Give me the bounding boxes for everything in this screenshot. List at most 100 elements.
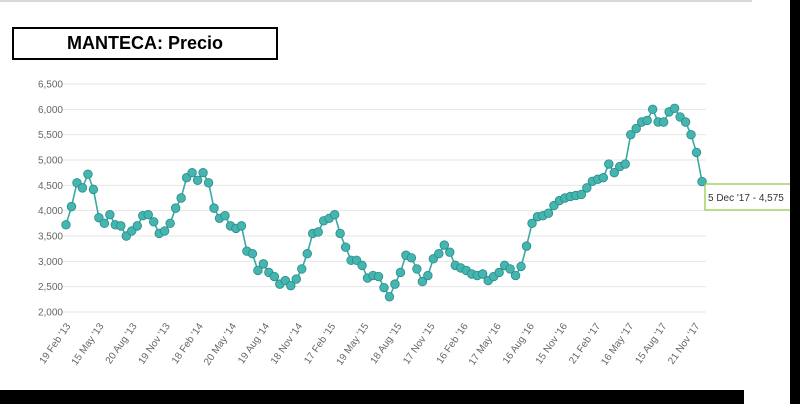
data-point[interactable] <box>576 189 587 200</box>
top-divider <box>0 0 752 2</box>
data-point[interactable] <box>620 159 630 169</box>
data-point[interactable] <box>258 259 269 269</box>
data-point[interactable] <box>340 242 351 252</box>
data-point[interactable] <box>170 203 181 213</box>
data-point[interactable] <box>335 228 345 239</box>
data-point[interactable] <box>329 210 340 220</box>
y-tick-label: 4,500 <box>38 181 63 192</box>
data-point[interactable] <box>390 279 400 289</box>
data-point[interactable] <box>423 270 433 281</box>
data-point[interactable] <box>99 218 110 229</box>
data-point[interactable] <box>77 183 88 193</box>
x-tick-label: 18 Aug '15 <box>369 321 405 366</box>
data-point[interactable] <box>494 267 504 278</box>
data-point[interactable] <box>477 269 488 279</box>
data-point[interactable] <box>604 159 614 169</box>
data-point[interactable] <box>439 240 450 250</box>
x-tick-label: 17 Nov '15 <box>401 321 438 367</box>
chart-title: MANTECA: Precio <box>12 27 278 60</box>
data-point[interactable] <box>697 176 707 187</box>
data-point[interactable] <box>159 226 170 236</box>
y-tick-label: 4,000 <box>38 206 63 217</box>
data-point[interactable] <box>543 208 554 218</box>
data-point[interactable] <box>510 270 521 281</box>
data-point[interactable] <box>395 267 406 278</box>
data-point[interactable] <box>192 175 203 185</box>
tooltip-text: 5 Dec '17 - 4,575 <box>708 193 784 204</box>
bottom-edge-bar <box>0 390 744 404</box>
data-point[interactable] <box>198 167 208 178</box>
data-point[interactable] <box>642 115 652 126</box>
data-point[interactable] <box>406 253 417 263</box>
data-point[interactable] <box>269 271 280 282</box>
data-point[interactable] <box>412 264 422 274</box>
data-point[interactable] <box>417 276 428 287</box>
x-tick-label: 21 Feb '17 <box>567 321 603 366</box>
y-tick-label: 2,500 <box>38 282 63 293</box>
data-point[interactable] <box>203 178 214 188</box>
data-point[interactable] <box>187 167 197 178</box>
y-tick-label: 5,500 <box>38 130 63 141</box>
x-tick-label: 15 Nov '16 <box>534 321 571 367</box>
data-point[interactable] <box>505 264 515 274</box>
data-point[interactable] <box>88 184 99 195</box>
data-point[interactable] <box>658 117 669 127</box>
data-point[interactable] <box>176 193 186 203</box>
x-tick-label: 18 Nov '14 <box>269 321 306 367</box>
data-point[interactable] <box>373 271 384 282</box>
data-point[interactable] <box>631 123 641 134</box>
data-point[interactable] <box>143 210 153 220</box>
data-point[interactable] <box>132 221 142 231</box>
data-point[interactable] <box>357 260 367 271</box>
x-tick-label: 16 Aug '16 <box>501 321 537 366</box>
data-point[interactable] <box>680 117 691 127</box>
data-point[interactable] <box>236 221 247 231</box>
x-tick-label: 19 Feb '13 <box>38 321 74 366</box>
data-point[interactable] <box>313 227 323 237</box>
data-point[interactable] <box>582 183 592 193</box>
data-point[interactable] <box>247 249 258 259</box>
data-point[interactable] <box>61 220 71 230</box>
data-point[interactable] <box>83 169 93 179</box>
data-point[interactable] <box>209 203 219 213</box>
y-tick-label: 6,500 <box>38 80 63 91</box>
data-point[interactable] <box>691 147 702 158</box>
data-point[interactable] <box>165 218 175 229</box>
x-tick-label: 19 Aug '14 <box>236 321 272 366</box>
data-point[interactable] <box>105 210 115 220</box>
data-point[interactable] <box>384 292 395 302</box>
x-tick-label: 16 May '17 <box>599 321 636 367</box>
data-point[interactable] <box>647 104 658 115</box>
x-tick-label: 17 May '16 <box>467 321 504 367</box>
data-point[interactable] <box>527 218 537 229</box>
right-edge-bar <box>790 0 800 404</box>
data-point[interactable] <box>291 274 301 284</box>
data-point[interactable] <box>66 201 77 212</box>
data-point[interactable] <box>434 249 444 259</box>
x-tick-label: 17 Feb '15 <box>302 321 338 366</box>
data-point[interactable] <box>609 167 619 178</box>
data-point[interactable] <box>116 221 126 231</box>
data-point[interactable] <box>516 261 526 272</box>
data-point[interactable] <box>297 264 307 274</box>
grid-lines <box>62 83 706 313</box>
data-point[interactable] <box>253 265 263 276</box>
data-point[interactable] <box>669 103 680 114</box>
data-point[interactable] <box>626 129 636 140</box>
data-point[interactable] <box>379 282 389 293</box>
data-point[interactable] <box>94 213 104 223</box>
x-tick-label: 16 Feb '16 <box>435 321 471 366</box>
data-point[interactable] <box>598 173 609 183</box>
data-point[interactable] <box>686 129 696 140</box>
data-point[interactable] <box>286 280 296 291</box>
data-point[interactable] <box>302 249 312 259</box>
data-point[interactable] <box>220 211 230 221</box>
y-tick-label: 3,500 <box>38 232 63 243</box>
y-axis: 6,500 6,000 5,500 5,000 4,500 4,000 3,500 3,000… <box>38 80 63 319</box>
data-point[interactable] <box>445 247 455 257</box>
data-markers <box>61 103 707 302</box>
data-point[interactable] <box>149 217 159 227</box>
tooltip: 5 Dec '17 - 4,575 <box>704 183 798 211</box>
data-point[interactable] <box>521 241 532 251</box>
